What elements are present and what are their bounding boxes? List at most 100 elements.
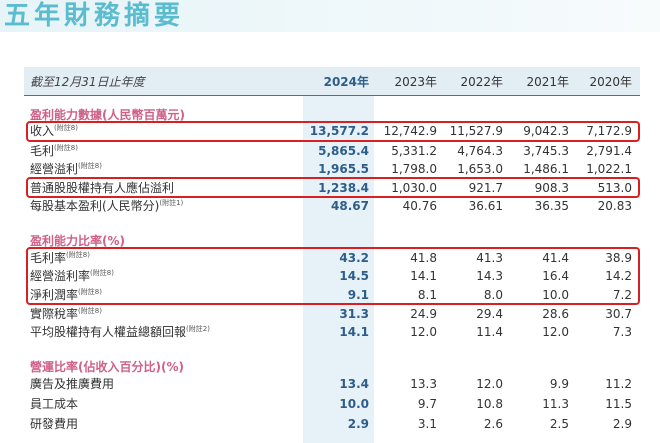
row-label: 廣告及推廣費用: [30, 377, 114, 391]
value-cell: 5,865.4: [318, 144, 369, 158]
value-cell: 2.9: [347, 417, 369, 431]
value-cell: 36.35: [534, 199, 569, 213]
row-label-text: 經營溢利率: [30, 269, 91, 283]
value-cell: 9.7: [417, 397, 437, 411]
value-cell: 513.0: [597, 181, 632, 195]
row-label-text: 每股基本盈利(人民幣分): [30, 199, 160, 213]
value-cell: 5,331.2: [391, 144, 437, 158]
row-label-text: 普通股股權持有人應佔溢利: [30, 181, 175, 195]
value-cell: 9.1: [347, 288, 369, 302]
value-cell: 11,527.9: [449, 124, 503, 138]
value-cell: 1,486.1: [523, 162, 569, 176]
value-cell: 31.3: [339, 307, 369, 321]
highlight-annotation-box: [26, 121, 640, 142]
value-cell: 38.9: [605, 251, 632, 265]
value-cell: 3,745.3: [523, 144, 569, 158]
value-cell: 3.1: [417, 417, 437, 431]
value-cell: 36.61: [468, 199, 503, 213]
header-period-label: 截至12月31日止年度: [30, 75, 145, 89]
row-label-text: 廣告及推廣費用: [30, 377, 115, 391]
value-cell: 29.4: [476, 307, 503, 321]
row-label: 收入(附註8): [30, 124, 78, 138]
value-cell: 14.3: [476, 269, 503, 283]
header-year-2024: 2024年: [323, 75, 369, 89]
value-cell: 24.9: [410, 307, 437, 321]
value-cell: 11.4: [476, 325, 503, 339]
value-cell: 13.3: [410, 377, 437, 391]
value-cell: 2.6: [483, 417, 503, 431]
row-note: (附註8): [78, 288, 102, 296]
value-cell: 14.1: [339, 325, 369, 339]
value-cell: 13,577.2: [309, 124, 369, 138]
value-cell: 2.5: [549, 417, 569, 431]
row-note: (附註8): [54, 144, 78, 152]
value-cell: 11.2: [605, 377, 632, 391]
header-year-2022: 2022年: [460, 75, 503, 89]
value-cell: 10.0: [542, 288, 569, 302]
row-label-text: 收入: [30, 124, 55, 138]
row-label: 研發費用: [30, 417, 78, 431]
row-label: 普通股股權持有人應佔溢利: [30, 181, 174, 195]
row-note: (附註2): [186, 325, 210, 333]
value-cell: 1,653.0: [457, 162, 503, 176]
value-cell: 1,798.0: [391, 162, 437, 176]
row-label-text: 員工成本: [30, 397, 79, 411]
value-cell: 1,022.1: [586, 162, 632, 176]
header-year-2021: 2021年: [526, 75, 569, 89]
row-label: 淨利潤率(附註8): [30, 288, 102, 302]
table-header-rule: [24, 95, 640, 96]
highlight-annotation-box: [26, 247, 640, 305]
value-cell: 7,172.9: [586, 124, 632, 138]
row-label: 毛利(附註8): [30, 144, 78, 158]
value-cell: 14.2: [605, 269, 632, 283]
value-cell: 12.0: [476, 377, 503, 391]
section-title: 營運比率(佔收入百分比)(%): [30, 360, 184, 374]
row-label-text: 淨利潤率: [30, 288, 79, 302]
row-label: 員工成本: [30, 397, 78, 411]
value-cell: 1,238.4: [318, 181, 369, 195]
row-label: 經營溢利(附註8): [30, 162, 102, 176]
row-note: (附註8): [78, 307, 102, 315]
row-note: (附註1): [159, 199, 184, 207]
header-year-2020: 2020年: [589, 75, 632, 89]
value-cell: 48.67: [331, 199, 369, 213]
value-cell: 1,965.5: [318, 162, 369, 176]
value-cell: 9.9: [549, 377, 569, 391]
row-label-text: 研發費用: [30, 417, 79, 431]
row-label: 毛利率(附註8): [30, 251, 90, 265]
value-cell: 20.83: [597, 199, 632, 213]
row-label: 平均股權持有人權益總額回報(附註2): [30, 325, 210, 339]
value-cell: 43.2: [339, 251, 369, 265]
row-label: 經營溢利率(附註8): [30, 269, 114, 283]
value-cell: 11.3: [542, 397, 569, 411]
value-cell: 8.0: [483, 288, 503, 302]
value-cell: 7.2: [612, 288, 632, 302]
row-note: (附註8): [54, 124, 78, 132]
value-cell: 40.76: [402, 199, 437, 213]
row-label: 實際稅率(附註8): [30, 307, 102, 321]
highlight-annotation-box: [26, 177, 640, 198]
value-cell: 8.1: [417, 288, 437, 302]
value-cell: 41.8: [410, 251, 437, 265]
value-cell: 30.7: [605, 307, 632, 321]
row-label-text: 毛利率: [30, 251, 67, 265]
value-cell: 13.4: [339, 377, 369, 391]
table-header-band: [24, 67, 640, 95]
row-note: (附註8): [66, 251, 90, 259]
value-cell: 7.3: [612, 325, 632, 339]
page-title: 五年財務摘要: [4, 1, 185, 31]
value-cell: 921.7: [468, 181, 503, 195]
value-cell: 12.0: [542, 325, 569, 339]
title-band: [0, 0, 660, 32]
row-note: (附註8): [90, 269, 114, 277]
value-cell: 1,030.0: [391, 181, 437, 195]
value-cell: 11.5: [605, 397, 632, 411]
row-label-text: 實際稅率: [30, 307, 79, 321]
value-cell: 12,742.9: [383, 124, 437, 138]
row-label-text: 經營溢利: [30, 162, 79, 176]
value-cell: 2.9: [612, 417, 632, 431]
row-label-text: 毛利: [30, 144, 55, 158]
value-cell: 4,764.3: [457, 144, 503, 158]
row-label: 每股基本盈利(人民幣分)(附註1): [30, 199, 183, 213]
value-cell: 10.0: [339, 397, 369, 411]
